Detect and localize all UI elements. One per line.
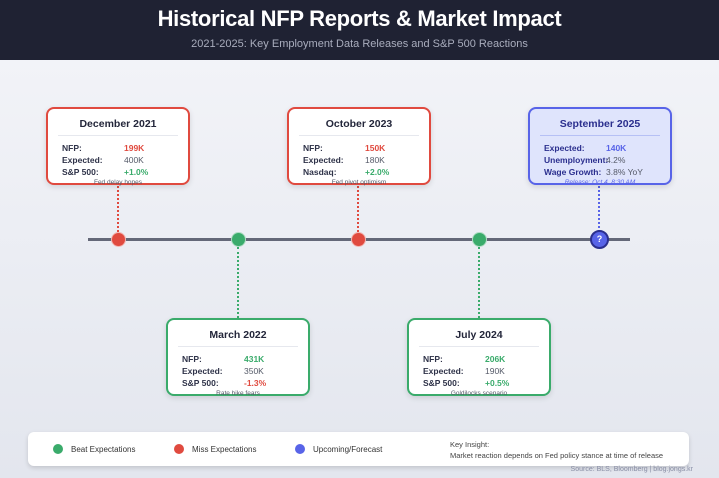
insight-text: Market reaction depends on Fed policy st… bbox=[450, 451, 664, 460]
card-note: Fed pivot optimism bbox=[331, 179, 387, 186]
legend-label: Beat Expectations bbox=[71, 444, 136, 454]
row-label: Expected: bbox=[182, 366, 223, 376]
timeline-dot-dec-2021[interactable] bbox=[111, 232, 126, 247]
connector-jul-2024 bbox=[478, 247, 480, 318]
row-label: Expected: bbox=[423, 366, 464, 376]
event-card-mar-2022: March 2022 NFP: 431K Expected: 350K S&P 50… bbox=[166, 318, 310, 397]
row-value: 190K bbox=[485, 366, 505, 376]
row-value: -1.3% bbox=[244, 378, 267, 388]
legend-item-beat: Beat Expectations bbox=[53, 444, 135, 454]
card-title: September 2025 bbox=[559, 118, 641, 130]
row-value: 350K bbox=[244, 366, 264, 376]
green-dot-icon bbox=[53, 444, 63, 454]
row-label: S&P 500: bbox=[62, 167, 99, 177]
row-value: 400K bbox=[124, 155, 144, 165]
page-subtitle: 2021-2025: Key Employment Data Releases … bbox=[191, 38, 528, 50]
legend: Beat Expectations Miss Expectations Upco… bbox=[28, 432, 689, 466]
connector-oct-2023 bbox=[357, 186, 359, 232]
card-title: October 2023 bbox=[325, 118, 393, 130]
legend-label: Upcoming/Forecast bbox=[313, 444, 383, 454]
row-label: S&P 500: bbox=[423, 378, 460, 388]
connector-sep-2025 bbox=[598, 186, 600, 232]
row-label: Expected: bbox=[62, 155, 103, 165]
card-note: Release: Oct 4, 8:30 AM bbox=[564, 179, 636, 186]
row-value: +0.5% bbox=[485, 378, 510, 388]
page-title: Historical NFP Reports & Market Impact bbox=[157, 6, 562, 31]
card-title: July 2024 bbox=[455, 329, 503, 341]
row-value: 4.2% bbox=[606, 155, 626, 165]
card-note: Fed delay hopes bbox=[93, 179, 143, 186]
legend-label: Miss Expectations bbox=[192, 444, 257, 454]
event-card-sep-2025: September 2025 Expected: 140K Unemploymen… bbox=[528, 107, 672, 186]
card-title: December 2021 bbox=[79, 118, 157, 130]
row-value: +2.0% bbox=[365, 167, 390, 177]
row-value: 431K bbox=[244, 354, 265, 364]
connector-dec-2021 bbox=[117, 186, 119, 232]
row-label: Unemployment: bbox=[544, 155, 609, 165]
row-label: Expected: bbox=[544, 143, 585, 153]
row-value: 3.8% YoY bbox=[606, 167, 643, 177]
insight-title: Key Insight: bbox=[450, 440, 490, 449]
card-note: Goldilocks scenario bbox=[450, 390, 508, 397]
timeline-dot-sep-2025[interactable]: ? bbox=[590, 230, 609, 249]
row-label: Expected: bbox=[303, 155, 344, 165]
legend-item-miss: Miss Expectations bbox=[174, 444, 256, 454]
timeline-dot-mar-2022[interactable] bbox=[231, 232, 246, 247]
key-insight: Key Insight: Market reaction depends on F… bbox=[450, 439, 663, 461]
event-card-dec-2021: December 2021 NFP: 199K Expected: 400K S&P… bbox=[46, 107, 190, 186]
row-value: +1.0% bbox=[124, 167, 149, 177]
legend-item-forecast: Upcoming/Forecast bbox=[295, 444, 382, 454]
question-mark-icon: ? bbox=[596, 234, 603, 244]
row-value: 150K bbox=[365, 143, 386, 153]
row-label: Wage Growth: bbox=[544, 167, 602, 177]
row-label: NFP: bbox=[62, 143, 82, 153]
row-value: 140K bbox=[606, 143, 627, 153]
red-dot-icon bbox=[174, 444, 184, 454]
header: Historical NFP Reports & Market Impact 2… bbox=[0, 0, 719, 60]
row-label: NFP: bbox=[423, 354, 443, 364]
row-value: 199K bbox=[124, 143, 145, 153]
card-note: Rate hike fears bbox=[216, 390, 260, 397]
blue-dot-icon bbox=[295, 444, 305, 454]
timeline-dot-jul-2024[interactable] bbox=[472, 232, 487, 247]
event-card-oct-2023: October 2023 NFP: 150K Expected: 180K Nasd… bbox=[287, 107, 431, 186]
row-label: S&P 500: bbox=[182, 378, 219, 388]
timeline-dot-oct-2023[interactable] bbox=[351, 232, 366, 247]
row-label: NFP: bbox=[303, 143, 323, 153]
event-card-jul-2024: July 2024 NFP: 206K Expected: 190K S&P 500… bbox=[407, 318, 551, 397]
connector-mar-2022 bbox=[237, 247, 239, 318]
card-title: March 2022 bbox=[209, 329, 267, 341]
row-value: 180K bbox=[365, 155, 385, 165]
row-value: 206K bbox=[485, 354, 506, 364]
row-label: NFP: bbox=[182, 354, 202, 364]
source-note: Source: BLS, Bloomberg | blog.jongs.kr bbox=[570, 466, 693, 473]
row-label: Nasdaq: bbox=[303, 167, 337, 177]
